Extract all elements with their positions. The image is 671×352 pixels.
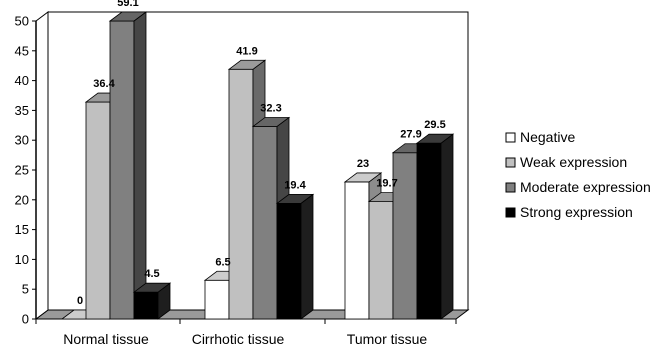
- legend-label: Strong expression: [520, 204, 633, 220]
- data-label: 32.3: [260, 102, 281, 114]
- legend-swatch: [505, 157, 516, 168]
- legend: Negative Weak expression Moderate expressi…: [505, 129, 651, 220]
- legend-swatch: [505, 207, 516, 218]
- legend-item: Moderate expression: [505, 179, 651, 195]
- legend-swatch: [505, 132, 516, 143]
- legend-label: Negative: [520, 129, 575, 145]
- bar-front: [344, 181, 370, 320]
- data-label: 36.4: [93, 78, 115, 90]
- bar-top: [415, 133, 455, 144]
- bar-side: [300, 193, 314, 320]
- bar: [275, 193, 315, 320]
- legend-item: Strong expression: [505, 204, 633, 220]
- legend-swatch: [505, 182, 516, 193]
- bar-side: [440, 133, 454, 320]
- bar: [132, 282, 172, 320]
- x-category-label: Cirrhotic tissue: [192, 331, 285, 347]
- label-layer: 0 36.4 59.1 4.5 Normal tissue 6.5 41.9 32.3 19.4…: [63, 0, 446, 347]
- data-label: 19.4: [284, 179, 306, 191]
- legend-label: Moderate expression: [520, 179, 651, 195]
- bar-top: [275, 193, 315, 204]
- bar-front: [133, 291, 159, 320]
- data-label: 23: [357, 158, 369, 170]
- y-tick-label: 25: [15, 163, 29, 178]
- bar-front: [252, 126, 278, 320]
- data-label: 19.7: [376, 178, 397, 190]
- chart-side-wall: [35, 11, 49, 320]
- y-tick-label: 10: [15, 252, 29, 267]
- data-label: 0: [77, 295, 83, 307]
- data-label: 41.9: [236, 45, 257, 57]
- y-tick-label: 35: [15, 103, 29, 118]
- bar-top: [108, 11, 148, 22]
- bar-top: [343, 172, 383, 183]
- legend-item: Negative: [505, 129, 575, 145]
- data-label: 4.5: [144, 268, 159, 280]
- bar-front: [276, 202, 302, 320]
- bar-layer: [60, 11, 455, 320]
- data-label: 59.1: [117, 0, 138, 9]
- x-category-label: Tumor tissue: [347, 331, 428, 347]
- y-tick-label: 5: [22, 282, 29, 297]
- bar-front: [368, 201, 394, 320]
- data-label: 27.9: [400, 129, 421, 141]
- y-tick-label: 20: [15, 192, 29, 207]
- bar-front: [109, 20, 135, 320]
- bar-front: [228, 68, 254, 320]
- y-tick-label: 15: [15, 222, 29, 237]
- data-label: 29.5: [424, 119, 445, 131]
- bar-front: [85, 101, 111, 320]
- bar-front: [392, 152, 418, 320]
- bar-front: [204, 279, 230, 320]
- bar-top: [227, 59, 267, 70]
- legend-item: Weak expression: [505, 154, 627, 170]
- y-tick-label: 50: [15, 14, 29, 29]
- bar-top: [251, 117, 291, 127]
- bar-top: [132, 282, 172, 293]
- y-tick-label: 45: [15, 43, 29, 58]
- y-tick-label: 0: [22, 312, 29, 327]
- y-tick-label: 40: [15, 73, 29, 88]
- legend-label: Weak expression: [520, 154, 627, 170]
- data-label: 6.5: [215, 256, 230, 268]
- x-category-label: Normal tissue: [63, 331, 149, 347]
- bar-front: [416, 142, 442, 320]
- y-tick-label: 30: [15, 133, 29, 148]
- bar: [415, 133, 455, 320]
- bar: [108, 11, 148, 320]
